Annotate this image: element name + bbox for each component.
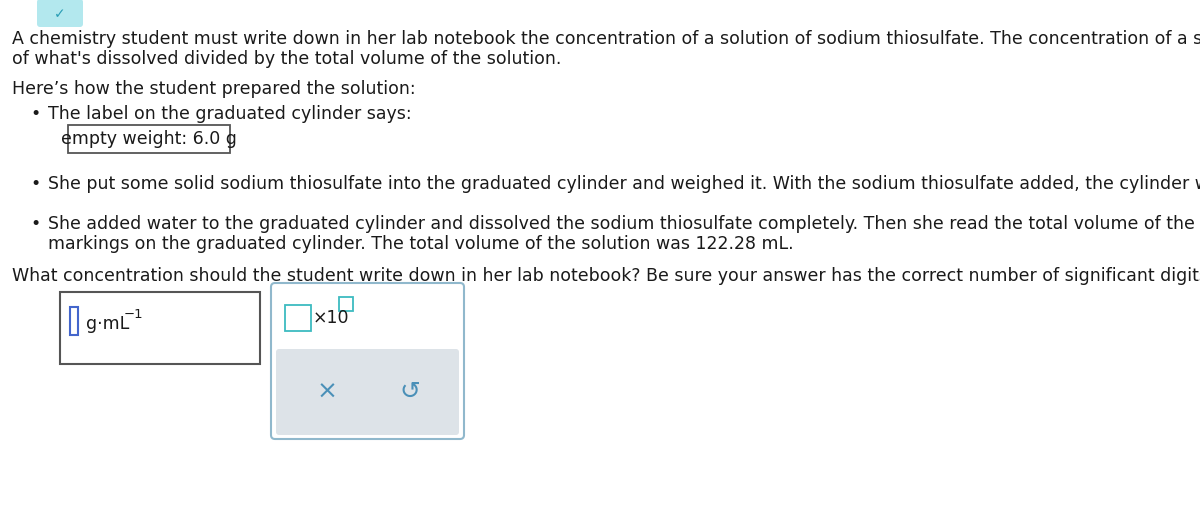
Text: −1: −1 — [124, 308, 144, 321]
Text: markings on the graduated cylinder. The total volume of the solution was 122.28 : markings on the graduated cylinder. The … — [48, 235, 793, 253]
FancyBboxPatch shape — [340, 297, 353, 311]
Text: g·mL: g·mL — [86, 315, 130, 333]
FancyBboxPatch shape — [70, 307, 78, 335]
Text: She added water to the graduated cylinder and dissolved the sodium thiosulfate c: She added water to the graduated cylinde… — [48, 215, 1200, 233]
Text: Here’s how the student prepared the solution:: Here’s how the student prepared the solu… — [12, 80, 415, 98]
Text: The label on the graduated cylinder says:: The label on the graduated cylinder says… — [48, 105, 412, 123]
Text: A chemistry student must write down in her lab notebook the concentration of a s: A chemistry student must write down in h… — [12, 30, 1200, 48]
Text: empty weight: 6.0 g: empty weight: 6.0 g — [61, 130, 236, 148]
Text: ✓: ✓ — [54, 7, 66, 21]
Text: •: • — [30, 215, 41, 233]
Text: ×10: ×10 — [313, 309, 349, 327]
Text: of what's dissolved divided by the total volume of the solution.: of what's dissolved divided by the total… — [12, 50, 562, 68]
Text: •: • — [30, 175, 41, 193]
FancyBboxPatch shape — [286, 305, 311, 331]
Text: •: • — [30, 105, 41, 123]
FancyBboxPatch shape — [60, 292, 260, 364]
Text: She put some solid sodium thiosulfate into the graduated cylinder and weighed it: She put some solid sodium thiosulfate in… — [48, 175, 1200, 193]
Text: ×: × — [317, 380, 337, 404]
FancyBboxPatch shape — [68, 125, 230, 153]
FancyBboxPatch shape — [271, 283, 464, 439]
Text: What concentration should the student write down in her lab notebook? Be sure yo: What concentration should the student wr… — [12, 267, 1200, 285]
FancyBboxPatch shape — [37, 0, 83, 27]
FancyBboxPatch shape — [276, 349, 458, 435]
Text: ↺: ↺ — [400, 380, 420, 404]
